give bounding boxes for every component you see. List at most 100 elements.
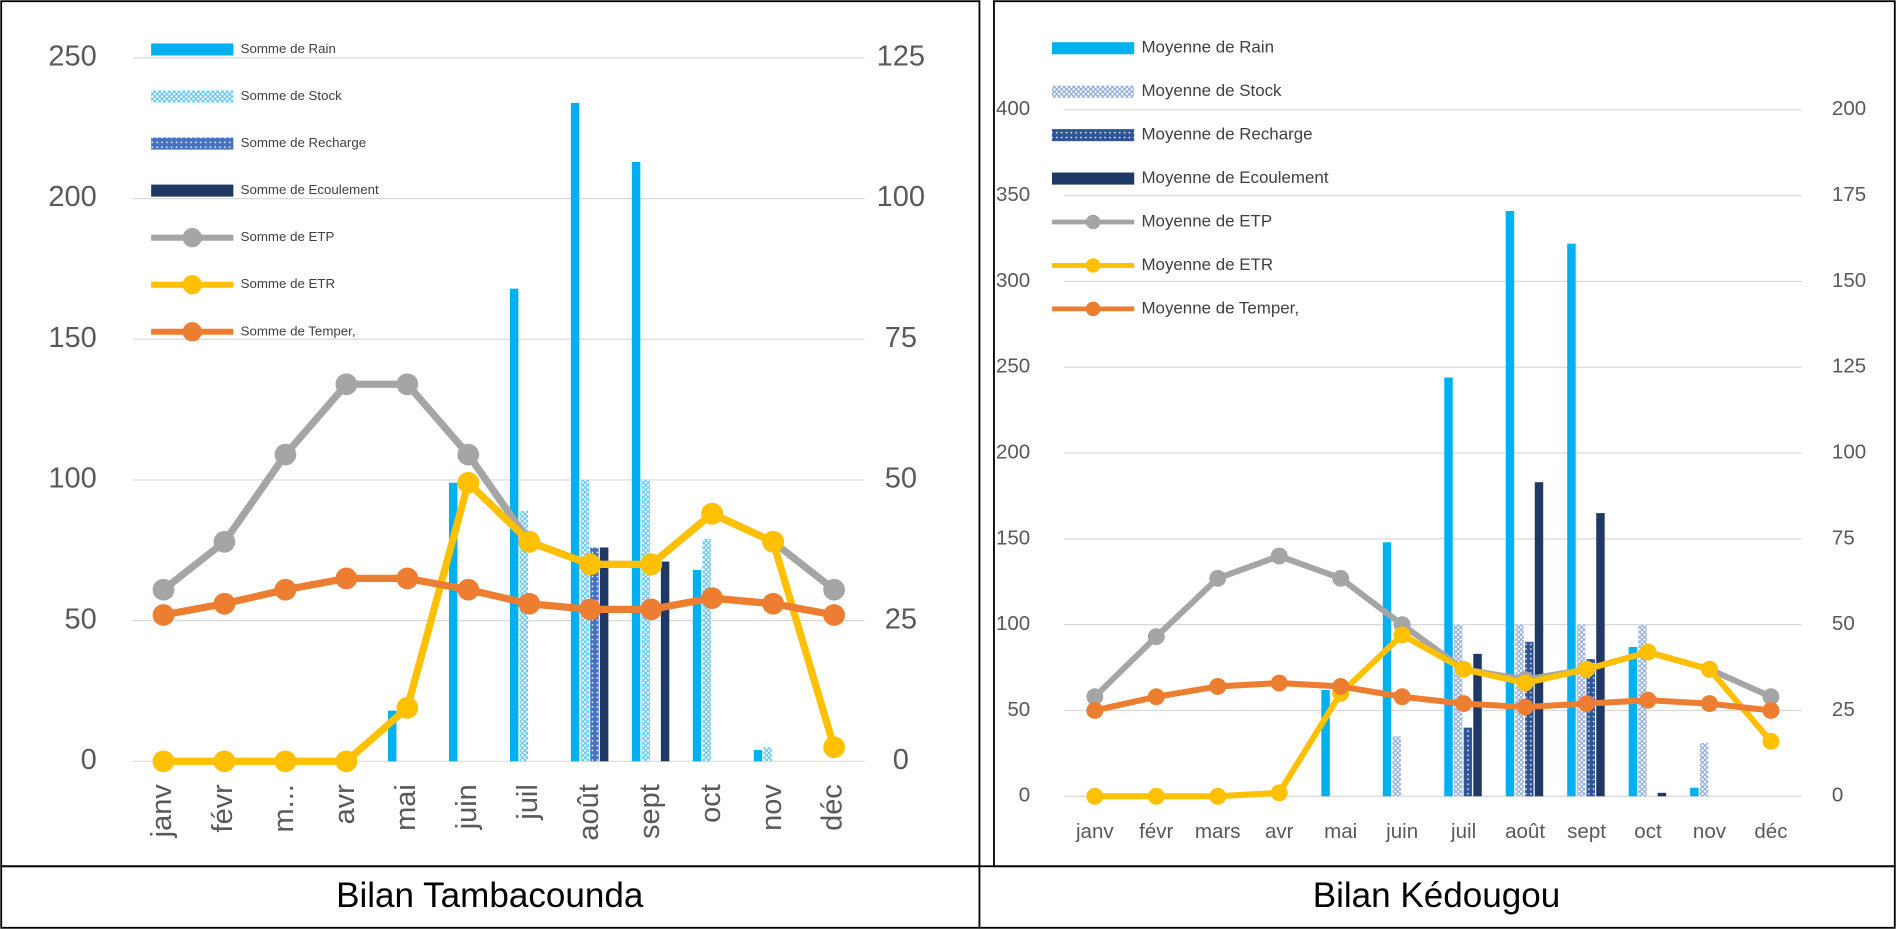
line-marker [518, 592, 541, 615]
bar [519, 510, 529, 762]
y2-tick-label: 0 [1832, 784, 1843, 807]
line-marker [1147, 628, 1165, 646]
bar [763, 747, 772, 762]
y2-tick-label: 25 [885, 603, 917, 635]
x-tick-label: sept [1567, 820, 1606, 843]
y-tick-label: 350 [996, 183, 1030, 206]
bar [570, 102, 580, 762]
y-tick-label: 200 [996, 440, 1030, 463]
line-marker [1209, 569, 1227, 587]
line-marker [518, 530, 541, 553]
bar [1576, 624, 1586, 797]
line [1092, 552, 1773, 700]
y-tick-label: 100 [996, 612, 1030, 635]
legend-swatch [151, 43, 234, 56]
legend-label: Somme de Ecoulement [241, 182, 379, 197]
x-tick-label: oct [1634, 820, 1662, 843]
x-tick-label: avr [1265, 820, 1294, 843]
y-tick-label: 50 [64, 603, 96, 635]
line-marker [1578, 660, 1596, 678]
legend-marker [182, 228, 202, 248]
line-marker [152, 578, 175, 601]
bar [753, 750, 763, 762]
line [163, 479, 838, 765]
line-marker [274, 578, 297, 601]
y-tick-label: 300 [996, 269, 1030, 292]
legend-swatch [1051, 42, 1135, 55]
line-marker [579, 598, 602, 621]
y-tick-label: 0 [81, 744, 97, 776]
x-tick-label: déc [817, 784, 849, 831]
x-tick-label: avr [329, 784, 361, 825]
legend-label: Somme de ETR [241, 276, 335, 291]
y2-tick-label: 50 [1832, 612, 1855, 635]
line-marker [762, 530, 785, 553]
y2-tick-label: 100 [1832, 440, 1866, 463]
legend-label: Moyenne de ETR [1141, 255, 1273, 274]
bar [1657, 792, 1667, 797]
line-marker [1639, 643, 1657, 661]
line-marker [1639, 691, 1657, 709]
line-marker [457, 578, 480, 601]
x-tick-label: nov [1693, 820, 1727, 843]
bar [692, 569, 702, 762]
x-tick-label: déc [1754, 820, 1787, 843]
line [161, 380, 837, 593]
line-marker [640, 553, 663, 576]
bar [1382, 542, 1392, 797]
legend-label: Moyenne de Temper, [1141, 298, 1299, 317]
y2-tick-label: 50 [885, 463, 917, 495]
line-marker [701, 587, 724, 609]
line-marker [823, 604, 845, 626]
legend-swatch [1051, 129, 1135, 142]
y-tick-label: 50 [1007, 698, 1030, 721]
bar [1505, 211, 1515, 797]
legend-marker [1085, 258, 1101, 273]
y-tick-label: 100 [48, 463, 96, 495]
x-tick-label: juin [451, 784, 483, 830]
bar [1638, 624, 1647, 797]
x-tick-label: juil [512, 784, 544, 820]
bar [1567, 243, 1576, 797]
bar [1690, 787, 1699, 797]
x-tick-label: juin [1385, 820, 1418, 843]
bar [641, 479, 650, 762]
line-marker [396, 696, 419, 719]
legend-label: Somme de Recharge [241, 135, 366, 150]
y-tick-label: 200 [48, 181, 96, 213]
line-marker [1270, 547, 1288, 565]
y-tick-label: 150 [996, 526, 1030, 549]
legend-swatch [151, 90, 234, 103]
legend-marker [182, 322, 202, 342]
legend-label: Moyenne de Ecoulement [1141, 168, 1328, 187]
bar [1321, 689, 1330, 797]
legend-marker [1085, 301, 1101, 317]
y-tick-label: 0 [1019, 784, 1030, 807]
x-tick-label: m... [268, 784, 300, 832]
legend-label: Moyenne de Rain [1141, 38, 1274, 57]
y-tick-label: 250 [996, 355, 1030, 378]
x-tick-label: févr [207, 784, 239, 833]
y2-tick-label: 25 [1832, 698, 1855, 721]
y-tick-label: 250 [48, 41, 96, 73]
legend-swatch [151, 184, 234, 197]
bar [1463, 727, 1473, 797]
line-marker [1086, 688, 1104, 706]
legend-label: Somme de Stock [241, 88, 342, 103]
line-marker [274, 750, 297, 773]
legend-swatch [1051, 172, 1135, 185]
line-marker [274, 443, 297, 466]
line-marker [701, 502, 724, 525]
line [162, 574, 835, 619]
legend-label: Somme de Temper, [241, 323, 356, 338]
line-marker [1209, 787, 1227, 805]
line-marker [213, 530, 236, 553]
chart-title: Bilan Kédougou [1313, 876, 1561, 915]
line-marker [579, 553, 602, 576]
bar [702, 539, 711, 762]
legend-marker [182, 275, 202, 295]
bar [1628, 646, 1638, 797]
bar [1596, 513, 1605, 797]
bar [1473, 653, 1482, 797]
